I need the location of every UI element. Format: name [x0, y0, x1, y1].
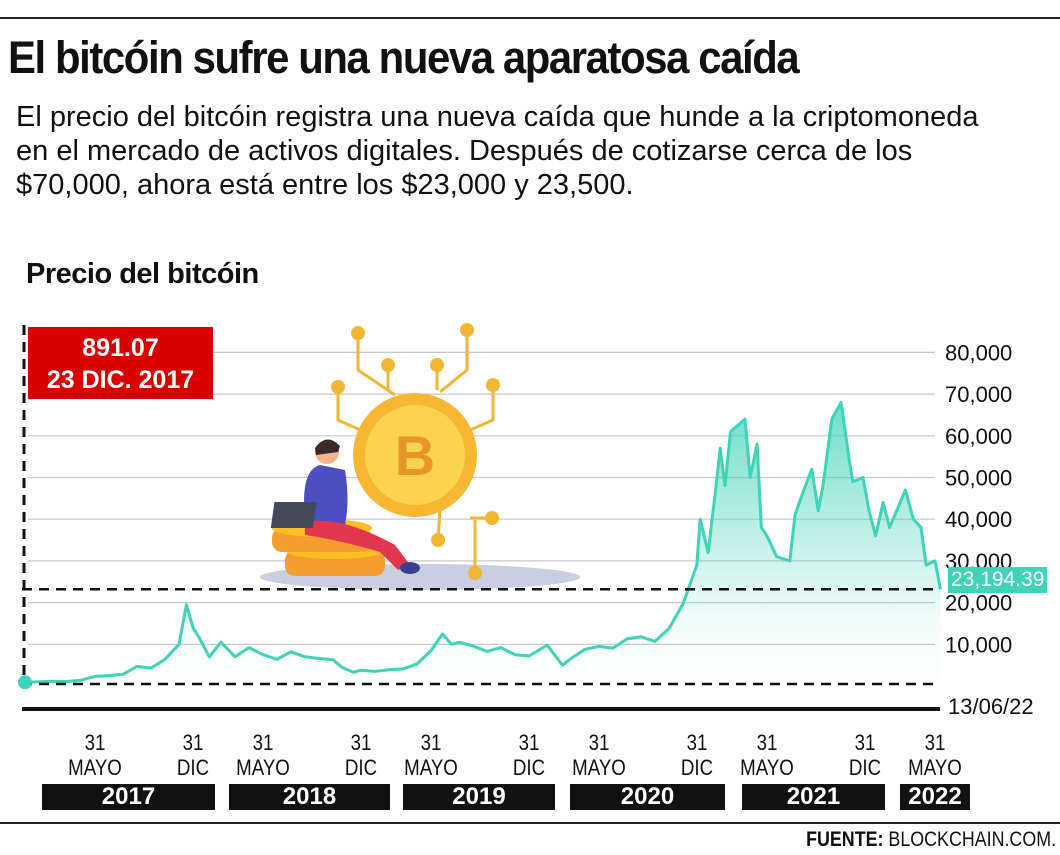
x-tick-label: 31 DIC — [177, 730, 209, 780]
x-tick-label: 31 MAYO — [404, 730, 458, 780]
bitcoin-coin-icon: B — [353, 393, 477, 517]
x-tick-day: 31 — [252, 730, 274, 755]
svg-text:B: B — [395, 424, 435, 487]
end-date-label: 13/06/22 — [948, 694, 1034, 719]
start-point — [18, 675, 32, 690]
x-tick-month: MAYO — [571, 755, 626, 780]
y-tick-label: 60,000 — [945, 424, 1012, 449]
start-annotation: 891.07 23 DIC. 2017 — [28, 327, 213, 399]
x-tick-month: MAYO — [739, 755, 794, 780]
headline: El bitcóin sufre una nueva aparatosa caí… — [8, 32, 800, 83]
start-annotation-date: 23 DIC. 2017 — [46, 366, 195, 394]
y-tick-label: 50,000 — [945, 466, 1012, 491]
x-tick-label: 31 DIC — [513, 730, 545, 780]
circuit-lines-icon — [336, 330, 495, 573]
x-tick-day: 31 — [854, 730, 876, 755]
x-tick-day: 31 — [924, 730, 946, 755]
current-value-badge: 23,194.39 — [948, 567, 1048, 593]
bottom-rule — [0, 822, 1060, 824]
x-tick-label: 31 DIC — [681, 730, 713, 780]
subheadline: El precio del bitcóin registra una nueva… — [16, 101, 979, 201]
x-tick-day: 31 — [420, 730, 442, 755]
x-tick-month: MAYO — [235, 755, 290, 780]
year-label: 2019 — [403, 784, 555, 810]
y-tick-label: 10,000 — [945, 632, 1012, 657]
x-tick-month: DIC — [176, 755, 209, 780]
y-tick-label: 40,000 — [945, 507, 1012, 532]
chart-title: Precio del bitcóin — [26, 258, 259, 290]
x-tick-label: 31 DIC — [345, 730, 377, 780]
x-tick-day: 31 — [756, 730, 778, 755]
x-tick-day: 31 — [182, 730, 204, 755]
x-tick-day: 31 — [84, 730, 106, 755]
year-label: 2021 — [742, 784, 885, 810]
x-tick-label: 31 MAYO — [740, 730, 794, 780]
source-value: BLOCKCHAIN.COM. — [888, 828, 1056, 851]
x-tick-day: 31 — [686, 730, 708, 755]
price-area — [25, 402, 941, 686]
y-tick-label: 70,000 — [945, 382, 1012, 407]
x-tick-day: 31 — [518, 730, 540, 755]
circuit-dots-icon — [331, 323, 500, 580]
x-tick-month: DIC — [344, 755, 377, 780]
x-tick-month: MAYO — [907, 755, 962, 780]
top-rule — [0, 17, 1060, 19]
x-tick-label: 31 MAYO — [572, 730, 626, 780]
x-tick-label: 31 MAYO — [908, 730, 962, 780]
y-tick-label: 20,000 — [945, 591, 1012, 616]
price-line — [24, 400, 942, 684]
year-label: 2018 — [229, 784, 390, 810]
source-label: FUENTE: — [806, 828, 884, 851]
x-tick-month: MAYO — [67, 755, 122, 780]
x-tick-month: DIC — [680, 755, 713, 780]
x-tick-month: DIC — [848, 755, 881, 780]
x-tick-label: 31 DIC — [849, 730, 881, 780]
person-with-laptop-icon — [270, 439, 420, 574]
start-annotation-value: 891.07 — [82, 334, 159, 362]
year-label: 2020 — [570, 784, 725, 810]
source-credit: FUENTE: BLOCKCHAIN.COM. — [806, 828, 1056, 852]
year-label: 2017 — [42, 784, 215, 810]
bitcoin-illustration: B — [260, 323, 580, 590]
x-tick-month: MAYO — [403, 755, 458, 780]
y-tick-label: 80,000 — [945, 340, 1012, 365]
x-tick-month: DIC — [512, 755, 545, 780]
x-tick-day: 31 — [588, 730, 610, 755]
x-tick-label: 31 MAYO — [68, 730, 122, 780]
x-tick-day: 31 — [350, 730, 372, 755]
x-tick-label: 31 MAYO — [236, 730, 290, 780]
year-label: 2022 — [900, 784, 970, 810]
